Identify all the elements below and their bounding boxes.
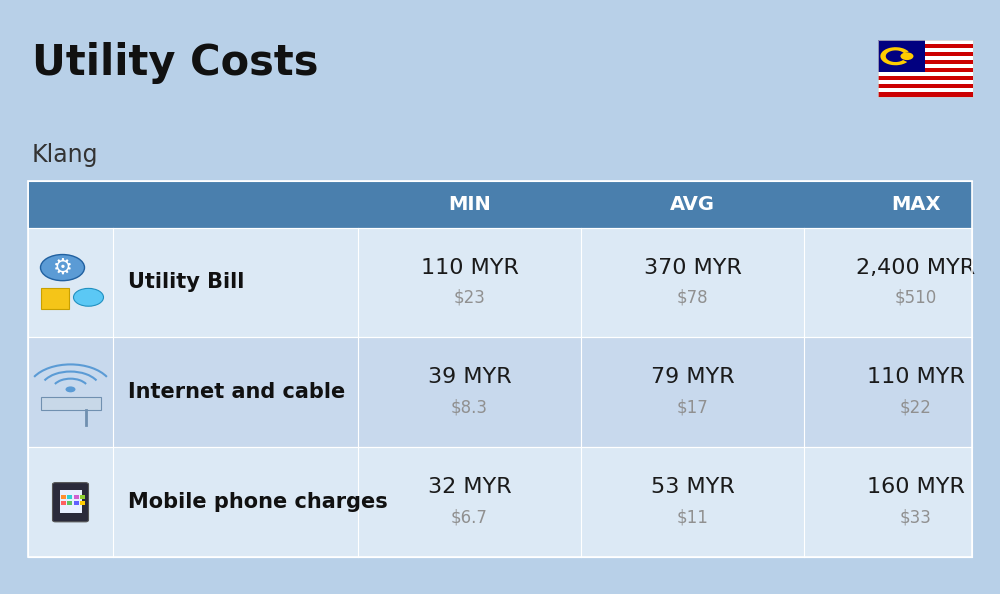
Text: 160 MYR: 160 MYR xyxy=(867,478,964,497)
Circle shape xyxy=(74,289,104,307)
Bar xyxy=(878,80,973,84)
Bar xyxy=(28,181,972,228)
Bar xyxy=(878,68,973,72)
Text: $33: $33 xyxy=(900,508,931,526)
Text: 2,400 MYR: 2,400 MYR xyxy=(856,258,975,277)
Bar xyxy=(41,397,100,410)
Bar xyxy=(80,501,85,505)
Bar xyxy=(878,89,973,93)
Text: 370 MYR: 370 MYR xyxy=(644,258,741,277)
Bar xyxy=(61,501,66,505)
Text: 53 MYR: 53 MYR xyxy=(651,478,734,497)
Bar xyxy=(878,40,973,96)
Bar xyxy=(878,44,973,48)
Bar xyxy=(28,447,972,557)
Text: Klang: Klang xyxy=(32,143,98,166)
Text: 110 MYR: 110 MYR xyxy=(867,368,964,387)
Bar xyxy=(80,495,85,499)
Text: MAX: MAX xyxy=(891,195,940,214)
Circle shape xyxy=(900,52,913,60)
Text: $17: $17 xyxy=(677,398,708,416)
FancyBboxPatch shape xyxy=(53,482,88,522)
Bar xyxy=(878,56,973,60)
Text: $8.3: $8.3 xyxy=(451,398,488,416)
Circle shape xyxy=(40,254,84,280)
Text: AVG: AVG xyxy=(670,195,715,214)
Bar xyxy=(878,77,973,80)
Text: 32 MYR: 32 MYR xyxy=(428,478,511,497)
Bar xyxy=(878,48,973,52)
Bar xyxy=(878,72,973,77)
Bar xyxy=(878,64,973,68)
Bar xyxy=(878,93,973,96)
Bar xyxy=(28,337,972,447)
Bar xyxy=(878,84,973,89)
Text: $78: $78 xyxy=(677,288,708,307)
Bar xyxy=(878,52,973,56)
Bar xyxy=(28,181,972,557)
Text: $510: $510 xyxy=(894,288,937,307)
Text: $23: $23 xyxy=(454,288,485,307)
Text: $11: $11 xyxy=(677,508,708,526)
Text: Mobile phone charges: Mobile phone charges xyxy=(128,492,388,512)
Text: Internet and cable: Internet and cable xyxy=(128,383,345,402)
Text: Utility Bill: Utility Bill xyxy=(128,273,244,292)
Text: 110 MYR: 110 MYR xyxy=(421,258,518,277)
Text: ⚙: ⚙ xyxy=(52,258,72,277)
Bar xyxy=(67,495,72,499)
Bar xyxy=(878,40,925,72)
Bar xyxy=(61,495,66,499)
Bar xyxy=(67,501,72,505)
Text: $22: $22 xyxy=(900,398,931,416)
Text: 39 MYR: 39 MYR xyxy=(428,368,511,387)
Bar xyxy=(878,60,973,64)
Bar xyxy=(28,228,972,337)
Text: $6.7: $6.7 xyxy=(451,508,488,526)
Text: 79 MYR: 79 MYR xyxy=(651,368,734,387)
Text: MIN: MIN xyxy=(448,195,491,214)
Bar xyxy=(74,501,79,505)
Wedge shape xyxy=(880,47,909,65)
Bar xyxy=(60,491,82,513)
Bar xyxy=(41,289,68,309)
Bar xyxy=(74,495,79,499)
Bar xyxy=(878,40,973,44)
Circle shape xyxy=(66,387,76,392)
Text: Utility Costs: Utility Costs xyxy=(32,42,318,84)
